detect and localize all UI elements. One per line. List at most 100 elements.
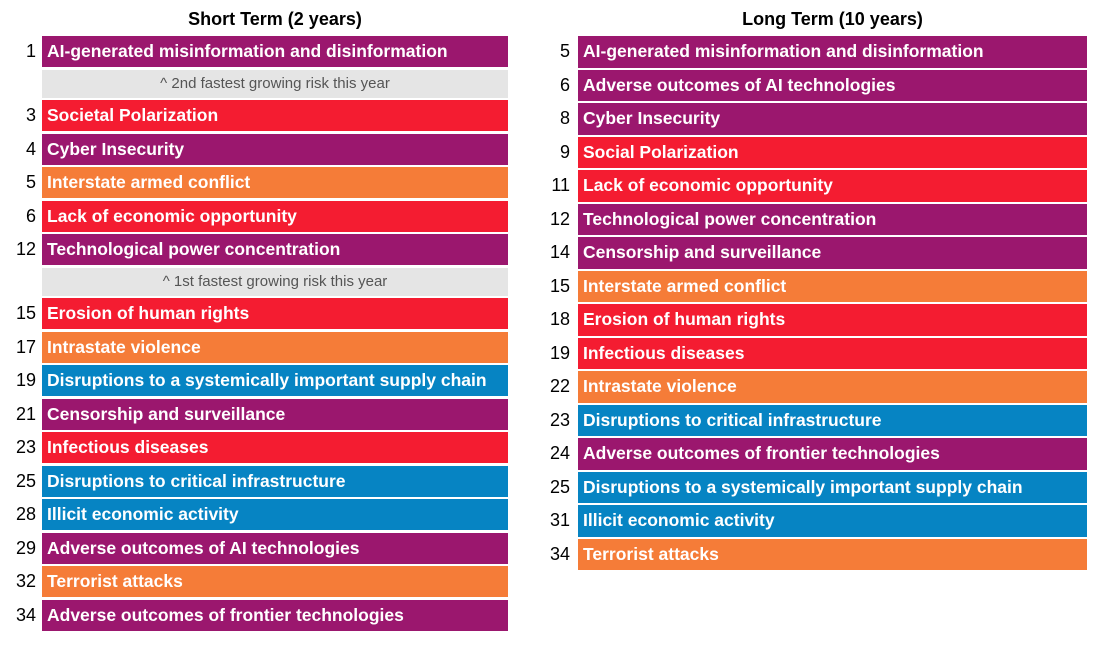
risk-rank: 25: [15, 470, 36, 491]
risk-row: 9 Social Polarization: [0, 136, 1087, 168]
risk-rank: 12: [15, 239, 36, 259]
risk-row: 23 Infectious diseases: [0, 432, 508, 463]
long-term-title: Long Term (10 years): [742, 9, 923, 29]
risk-rank: 6: [25, 205, 36, 226]
risk-rank: 4: [25, 138, 36, 159]
risk-label: Technological power concentration: [578, 203, 1087, 235]
risk-rank: 28: [15, 504, 36, 524]
risk-row: 5 AI-generated misinformation and disinfo…: [0, 36, 1087, 68]
risk-rank: 19: [549, 342, 570, 363]
risk-row: 8 Cyber Insecurity: [0, 103, 1087, 135]
risk-row: 15 Erosion of human rights: [0, 298, 508, 329]
risk-label: Adverse outcomes of frontier technologie…: [42, 599, 508, 631]
risk-row: 18 Erosion of human rights: [0, 304, 1087, 336]
risk-row: 15 Interstate armed conflict: [0, 270, 1087, 302]
short-term-title: Short Term (2 years): [188, 9, 362, 29]
risk-row: 19 Disruptions to a systemically importan…: [0, 365, 508, 396]
risk-row: 25 Disruptions to a systemically importan…: [0, 471, 1087, 503]
risk-row: 28 Illicit economic activity: [0, 499, 508, 530]
risk-rank: 9: [559, 141, 570, 162]
risk-row: 12 Technological power concentration: [0, 203, 1087, 235]
risk-row: 11 Lack of economic opportunity: [0, 170, 1087, 202]
risk-rank: 34: [549, 543, 570, 564]
risk-label: Infectious diseases: [42, 432, 508, 463]
risk-row: 23 Disruptions to critical infrastructure: [0, 404, 1087, 436]
risk-row: 1 AI-generated misinformation and disinfo…: [0, 36, 508, 67]
risk-label: Technological power concentration: [42, 234, 508, 265]
risk-rank: 17: [15, 336, 36, 357]
growth-note: ^ 1st fastest growing risk this year: [42, 267, 508, 296]
risk-row: 34 Terrorist attacks: [0, 538, 1087, 570]
risk-label: Adverse outcomes of frontier technologie…: [578, 438, 1087, 470]
risk-rank: 12: [549, 208, 570, 229]
risk-label: Erosion of human rights: [578, 304, 1087, 336]
risk-label: Lack of economic opportunity: [42, 200, 508, 232]
risk-rank: 3: [25, 105, 36, 125]
risk-rank: 6: [559, 74, 570, 95]
risk-label: Cyber Insecurity: [578, 103, 1087, 135]
risk-label: Societal Polarization: [42, 100, 508, 131]
risk-label: Terrorist attacks: [42, 566, 508, 597]
risk-label: AI-generated misinformation and disinfor…: [578, 36, 1087, 68]
risk-row: 32 Terrorist attacks: [0, 566, 508, 597]
risk-label: Interstate armed conflict: [578, 270, 1087, 302]
risk-label: Intrastate violence: [578, 371, 1087, 403]
risk-label: Lack of economic opportunity: [578, 170, 1087, 202]
risk-rank: 19: [15, 370, 36, 390]
risk-label: Infectious diseases: [578, 337, 1087, 369]
risk-label: Disruptions to a systemically important …: [42, 365, 508, 396]
risk-rank: 14: [549, 242, 570, 263]
risk-label: Adverse outcomes of AI technologies: [42, 532, 508, 564]
risk-rank: 24: [549, 443, 570, 464]
risk-rank: 8: [559, 108, 570, 129]
risk-label: Erosion of human rights: [42, 298, 508, 329]
risk-row: 5 Interstate armed conflict: [0, 167, 508, 198]
risk-rank: 5: [25, 172, 36, 192]
risk-label: Disruptions to a systemically important …: [578, 471, 1087, 503]
risk-rank: 11: [551, 175, 570, 196]
risk-label: Cyber Insecurity: [42, 133, 508, 165]
risk-label: Adverse outcomes of AI technologies: [578, 69, 1087, 101]
risk-row: 31 Illicit economic activity: [0, 505, 1087, 537]
risk-rank: 29: [15, 537, 36, 558]
risk-label: Interstate armed conflict: [42, 167, 508, 198]
risk-rank: 23: [15, 437, 36, 457]
risk-rank: 1: [25, 41, 36, 61]
risk-rank: 15: [549, 275, 570, 296]
risk-label: Terrorist attacks: [578, 538, 1087, 570]
risk-rank: 31: [549, 510, 570, 531]
risk-rank: 25: [549, 476, 570, 497]
risk-row: 25 Disruptions to critical infrastructure: [0, 465, 508, 497]
risk-row: 6 Lack of economic opportunity: [0, 200, 508, 232]
risk-row: 14 Censorship and surveillance: [0, 237, 1087, 269]
risk-rank: 32: [15, 571, 36, 591]
risk-rank: 22: [549, 376, 570, 397]
risk-rank: 21: [15, 403, 36, 424]
risk-label: Disruptions to critical infrastructure: [42, 465, 508, 497]
risk-row: 12 Technological power concentration: [0, 234, 508, 265]
risk-row: 24 Adverse outcomes of frontier technolog…: [0, 438, 1087, 470]
risk-label: Censorship and surveillance: [578, 237, 1087, 269]
risk-rank: 18: [549, 309, 570, 330]
risk-row: 19 Infectious diseases: [0, 337, 1087, 369]
risk-row: 34 Adverse outcomes of frontier technolog…: [0, 599, 508, 631]
risk-rank: 34: [15, 604, 36, 625]
risk-rank: 5: [559, 41, 570, 62]
risk-label: Censorship and surveillance: [42, 398, 508, 430]
risk-label: AI-generated misinformation and disinfor…: [42, 36, 508, 67]
risk-label: Disruptions to critical infrastructure: [578, 404, 1087, 436]
risk-label: Intrastate violence: [42, 331, 508, 363]
risk-label: Illicit economic activity: [42, 499, 508, 530]
risk-row: 22 Intrastate violence: [0, 371, 1087, 403]
risk-rank: 23: [549, 409, 570, 430]
risk-row: 3 Societal Polarization: [0, 100, 508, 131]
risk-label: Illicit economic activity: [578, 505, 1087, 537]
risk-row: 4 Cyber Insecurity: [0, 133, 508, 165]
risk-label: Social Polarization: [578, 136, 1087, 168]
risk-row: 6 Adverse outcomes of AI technologies: [0, 69, 1087, 101]
risk-rank: 15: [15, 303, 36, 323]
risk-row: 21 Censorship and surveillance: [0, 398, 508, 430]
growth-note: ^ 2nd fastest growing risk this year: [42, 69, 508, 98]
risk-row: 29 Adverse outcomes of AI technologies: [0, 532, 508, 564]
risk-row: 17 Intrastate violence: [0, 331, 508, 363]
